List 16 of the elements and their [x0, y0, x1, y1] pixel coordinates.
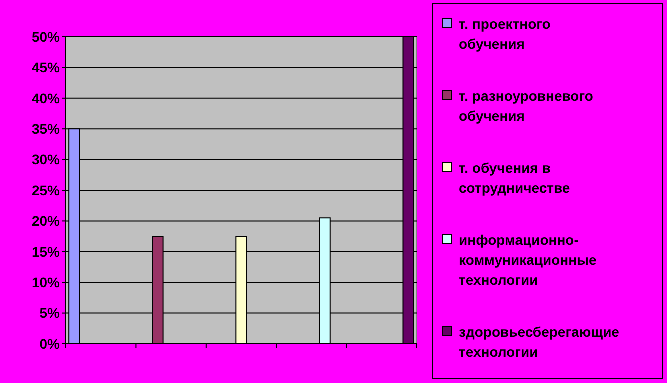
y-tick-label: 10% [32, 274, 61, 290]
y-tick-label: 25% [32, 182, 61, 198]
legend-label: т. проектного обучения [459, 16, 551, 52]
y-tick-label: 20% [32, 213, 61, 230]
y-tick-label: 15% [32, 244, 61, 260]
y-tick-label: 30% [32, 152, 61, 168]
y-tick-label: 5% [40, 305, 61, 322]
y-tick-label: 0% [40, 336, 61, 352]
y-tick-label: 40% [32, 90, 61, 106]
legend-label: здоровьесберегающие технологии [459, 324, 620, 360]
legend-label: т. обучения в сотрудничестве [459, 160, 570, 196]
legend-label: т. разноуровневого обучения [459, 88, 594, 124]
y-tick-label: 50% [32, 28, 61, 45]
y-tick-label: 45% [32, 60, 61, 76]
y-tick-label: 35% [32, 121, 61, 137]
legend-label: информационно-коммуникационные технологии [459, 232, 597, 288]
